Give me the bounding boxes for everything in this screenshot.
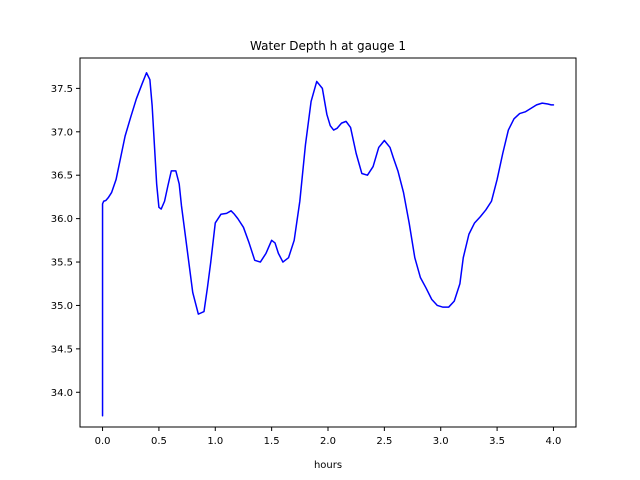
series-line-0 xyxy=(101,72,555,417)
y-tick-label: 34.5 xyxy=(51,344,73,355)
y-tick-label: 36.0 xyxy=(51,214,73,225)
x-tick-label: 4.0 xyxy=(546,436,562,447)
x-axis-title: hours xyxy=(314,460,342,471)
plot-area xyxy=(101,72,555,417)
x-tick-label: 0.0 xyxy=(95,436,111,447)
chart-title: Water Depth h at gauge 1 xyxy=(250,39,406,53)
y-tick-label: 37.5 xyxy=(51,84,73,95)
y-tick-label: 35.0 xyxy=(51,301,73,312)
y-axis: 34.0 34.5 35.0 35.5 36.0 36.5 37.0 37.5 xyxy=(51,84,80,399)
y-tick-label: 35.5 xyxy=(51,258,73,269)
x-tick-label: 2.0 xyxy=(320,436,336,447)
x-tick-label: 1.5 xyxy=(264,436,280,447)
x-tick-label: 1.0 xyxy=(207,436,223,447)
x-tick-label: 3.0 xyxy=(433,436,449,447)
x-tick-label: 0.5 xyxy=(151,436,167,447)
y-tick-label: 34.0 xyxy=(51,388,73,399)
x-axis: 0.0 0.5 1.0 1.5 2.0 2.5 3.0 3.5 4.0 xyxy=(95,427,562,447)
y-tick-label: 36.5 xyxy=(51,171,73,182)
x-tick-label: 3.5 xyxy=(489,436,505,447)
x-tick-label: 2.5 xyxy=(376,436,392,447)
y-tick-label: 37.0 xyxy=(51,127,73,138)
